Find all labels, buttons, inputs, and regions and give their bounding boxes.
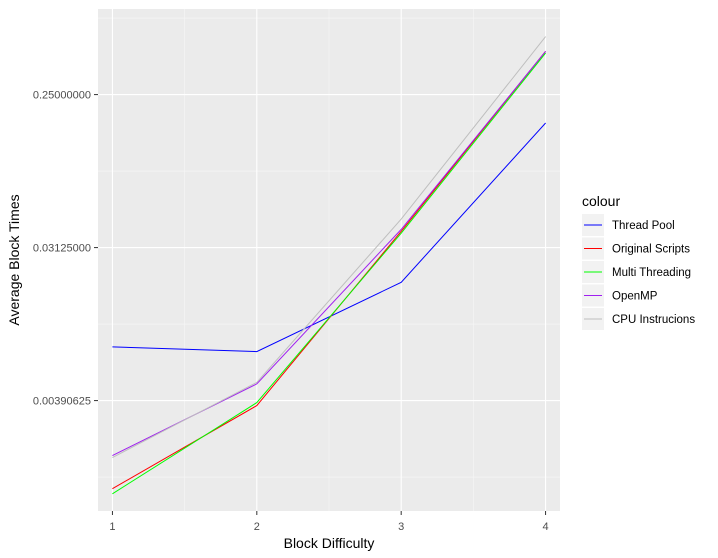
y-axis: 0.00390625 0.03125000 0.25000000 [33,90,98,408]
legend-items: Thread Pool Original Scripts Multi Threadi… [582,214,695,330]
legend-item-openmp: OpenMP [582,284,658,307]
x-tick-label: 2 [254,521,260,533]
series-line-multi-threading [112,52,546,495]
grid-major [98,9,560,511]
x-tick-label: 1 [109,521,115,533]
legend-title: colour [582,193,620,209]
y-axis-title: Average Block Times [6,194,22,325]
legend-item-original-scripts: Original Scripts [582,237,690,260]
grid-minor [98,9,560,511]
legend: colour Thread Pool Original Scripts Multi … [582,193,695,330]
legend-label: CPU Instrucions [612,314,695,326]
legend-item-cpu-instrucions: CPU Instrucions [582,308,695,330]
legend-item-multi-threading: Multi Threading [582,261,691,283]
series-lines [112,36,546,495]
series-line-cpu-instrucions [112,36,546,459]
y-tick-label: 0.00390625 [33,396,91,408]
x-tick-label: 3 [398,521,404,533]
series-line-thread-pool [112,122,546,353]
x-axis: 1 2 3 4 [109,511,549,533]
y-tick-label: 0.25000000 [33,90,91,102]
legend-item-thread-pool: Thread Pool [582,214,675,236]
legend-label: Multi Threading [612,267,691,279]
legend-label: OpenMP [612,291,658,303]
x-axis-title: Block Difficulty [284,535,375,551]
legend-label: Original Scripts [612,244,690,256]
y-tick-label: 0.03125000 [33,243,91,255]
legend-label: Thread Pool [612,220,675,232]
x-tick-label: 4 [543,521,549,533]
